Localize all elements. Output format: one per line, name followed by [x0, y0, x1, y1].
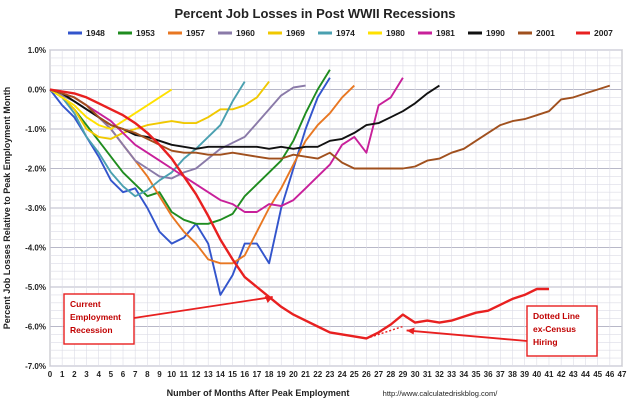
annotation-text: Dotted Line: [533, 311, 580, 321]
x-tick-label: 15: [228, 370, 237, 379]
x-tick-label: 24: [338, 370, 347, 379]
annotation-arrow: [133, 296, 273, 319]
x-tick-label: 40: [532, 370, 541, 379]
y-tick-label: -2.0%: [25, 165, 46, 174]
x-tick-label: 8: [145, 370, 150, 379]
x-tick-label: 3: [84, 370, 89, 379]
annotation-text: ex-Census: [533, 324, 576, 334]
annotation-box-dotted: [526, 305, 598, 357]
series-line-1980: [49, 88, 173, 130]
series-line-2007-ex-census: [366, 325, 404, 340]
x-tick-label: 28: [386, 370, 395, 379]
annotation-text: Hiring: [533, 337, 558, 347]
x-tick-label: 38: [508, 370, 517, 379]
legend-label: 1953: [136, 28, 155, 38]
legend-label: 2007: [594, 28, 613, 38]
x-axis-label: Number of Months After Peak Employment: [167, 388, 350, 398]
x-tick-label: 18: [265, 370, 274, 379]
x-tick-label: 13: [204, 370, 213, 379]
x-tick-label: 21: [301, 370, 310, 379]
legend-label: 1969: [286, 28, 305, 38]
x-tick-label: 43: [569, 370, 578, 379]
x-tick-label: 22: [313, 370, 322, 379]
series-line-1981: [49, 77, 404, 213]
x-tick-label: 2: [72, 370, 77, 379]
series-line-2001: [49, 84, 611, 170]
annotation-text: Current: [70, 299, 101, 309]
x-tick-label: 34: [459, 370, 468, 379]
x-tick-label: 32: [435, 370, 444, 379]
y-tick-label: 0.0%: [28, 86, 46, 95]
series-lines: [49, 69, 611, 340]
x-tick-label: 37: [496, 370, 505, 379]
y-tick-label: -6.0%: [25, 323, 46, 332]
annotation-text: Employment: [70, 312, 121, 322]
y-axis-ticks: 1.0% 0.0% -1.0% -2.0% -3.0% -4.0% -5.0% -6.0% -7…: [25, 46, 46, 371]
x-tick-label: 33: [447, 370, 456, 379]
legend-label: 1948: [86, 28, 105, 38]
x-tick-label: 1: [60, 370, 65, 379]
x-tick-label: 26: [362, 370, 371, 379]
x-tick-label: 44: [581, 370, 590, 379]
chart-title: Percent Job Losses in Post WWII Recessio…: [174, 6, 455, 21]
x-tick-label: 41: [545, 370, 554, 379]
legend-label: 1980: [386, 28, 405, 38]
x-tick-label: 5: [109, 370, 114, 379]
x-tick-label: 4: [96, 370, 101, 379]
annotations: Current Employment Recession Dotted Line ex-…: [63, 293, 598, 357]
legend-label: 1960: [236, 28, 255, 38]
x-tick-label: 9: [157, 370, 162, 379]
x-tick-label: 11: [180, 370, 189, 379]
x-tick-label: 39: [520, 370, 529, 379]
x-tick-label: 14: [216, 370, 225, 379]
x-tick-label: 10: [167, 370, 176, 379]
y-axis-label: Percent Job Losses Relative to Peak Empl…: [2, 87, 12, 330]
x-tick-label: 6: [121, 370, 126, 379]
x-tick-label: 46: [605, 370, 614, 379]
x-tick-label: 36: [484, 370, 493, 379]
series-line-1948: [49, 77, 331, 296]
x-tick-label: 47: [618, 370, 627, 379]
y-tick-label: 1.0%: [28, 46, 46, 55]
series-line-2007: [49, 88, 549, 340]
annotation-arrow: [406, 329, 528, 342]
x-tick-label: 0: [48, 370, 53, 379]
arrow-head: [264, 295, 273, 303]
x-tick-label: 31: [423, 370, 432, 379]
legend-label: 1990: [486, 28, 505, 38]
x-tick-label: 7: [133, 370, 138, 379]
x-tick-label: 16: [240, 370, 249, 379]
legend-label: 1974: [336, 28, 355, 38]
chart-legend: 1948 1953 1957 1960 1969 1974 1980 1981 1990 2001…: [68, 28, 613, 38]
y-tick-label: -4.0%: [25, 244, 46, 253]
arrow-head: [406, 327, 415, 335]
series-line-1969: [49, 81, 270, 140]
x-tick-label: 30: [411, 370, 420, 379]
y-tick-label: -7.0%: [25, 362, 46, 371]
y-tick-label: -3.0%: [25, 204, 46, 213]
x-tick-label: 42: [557, 370, 566, 379]
x-axis-ticks: 0 1 2 3 4 5 6 7 8 9 10 11 12 13 14 15 16 17 18 19 20 21 22 23 24…: [48, 370, 627, 379]
x-tick-label: 25: [350, 370, 359, 379]
x-tick-label: 17: [252, 370, 261, 379]
x-tick-label: 35: [472, 370, 481, 379]
x-tick-label: 27: [374, 370, 383, 379]
x-tick-label: 12: [192, 370, 201, 379]
x-tick-label: 45: [593, 370, 602, 379]
annotation-box-current: [63, 293, 135, 345]
legend-label: 1957: [186, 28, 205, 38]
source-credit: http://www.calculatedriskblog.com/: [383, 389, 499, 398]
legend-label: 1981: [436, 28, 455, 38]
annotation-text: Recession: [70, 325, 113, 335]
x-tick-label: 20: [289, 370, 298, 379]
y-tick-label: -5.0%: [25, 283, 46, 292]
x-tick-label: 23: [325, 370, 334, 379]
series-line-1974: [49, 81, 246, 198]
legend-label: 2001: [536, 28, 555, 38]
y-tick-label: -1.0%: [25, 125, 46, 134]
x-tick-label: 19: [277, 370, 286, 379]
x-tick-label: 29: [398, 370, 407, 379]
